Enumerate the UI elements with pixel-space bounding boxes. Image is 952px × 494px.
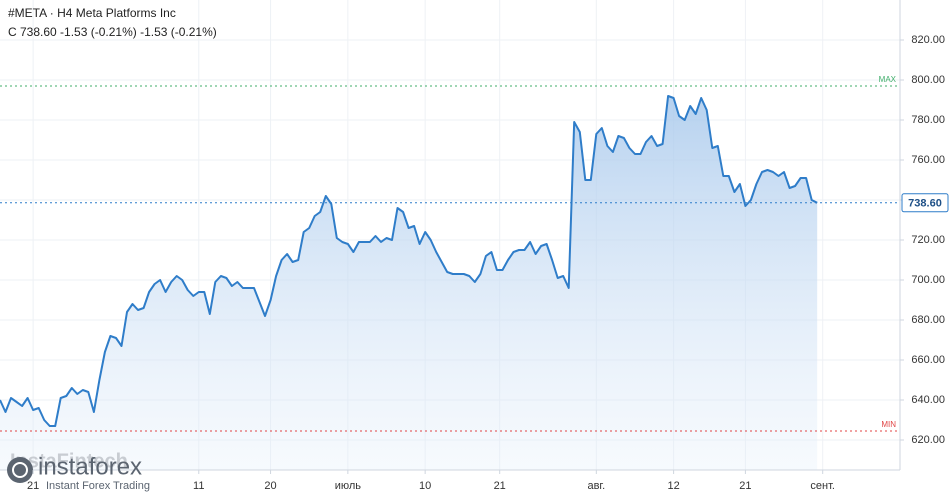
x-tick-label: 12 (667, 480, 679, 492)
y-tick-label: 720.00 (911, 234, 945, 246)
y-tick-label: 780.00 (911, 114, 945, 126)
x-tick-label: 21 (27, 480, 39, 492)
price-line (0, 95, 818, 427)
x-tick-label: сент. (810, 480, 835, 492)
last-price-label: 738.60 (908, 198, 942, 210)
x-tick-label: июль (335, 480, 362, 492)
x-tick-label: 21 (739, 480, 751, 492)
x-tick-label: 20 (264, 480, 276, 492)
brand-icon-ring (12, 462, 28, 478)
max-line-label: MAX (879, 75, 897, 84)
y-tick-label: 800.00 (911, 74, 945, 86)
x-tick-label: 10 (419, 480, 431, 492)
chart-subtitle: C 738.60 -1.53 (-0.21%) -1.53 (-0.21%) (8, 25, 217, 39)
y-tick-label: 820.00 (911, 34, 945, 46)
y-tick-label: 760.00 (911, 154, 945, 166)
brand-name: instaforex (38, 453, 142, 480)
y-tick-label: 620.00 (911, 434, 945, 446)
y-tick-label: 640.00 (911, 394, 945, 406)
y-tick-label: 700.00 (911, 274, 945, 286)
x-tick-label: авг. (587, 480, 605, 492)
y-tick-label: 680.00 (911, 314, 945, 326)
x-tick-label: 11 (193, 480, 204, 492)
y-tick-label: 660.00 (911, 354, 945, 366)
brand-tagline: Instant Forex Trading (46, 480, 150, 492)
watermark: InstaFintech (10, 450, 128, 472)
area-fill (0, 96, 818, 470)
min-line-label: MIN (881, 420, 896, 429)
last-price-box (901, 193, 949, 213)
brand-icon (7, 457, 33, 483)
chart-title: #META · H4 Meta Platforms Inc (8, 6, 176, 20)
x-tick-label: 21 (494, 480, 506, 492)
